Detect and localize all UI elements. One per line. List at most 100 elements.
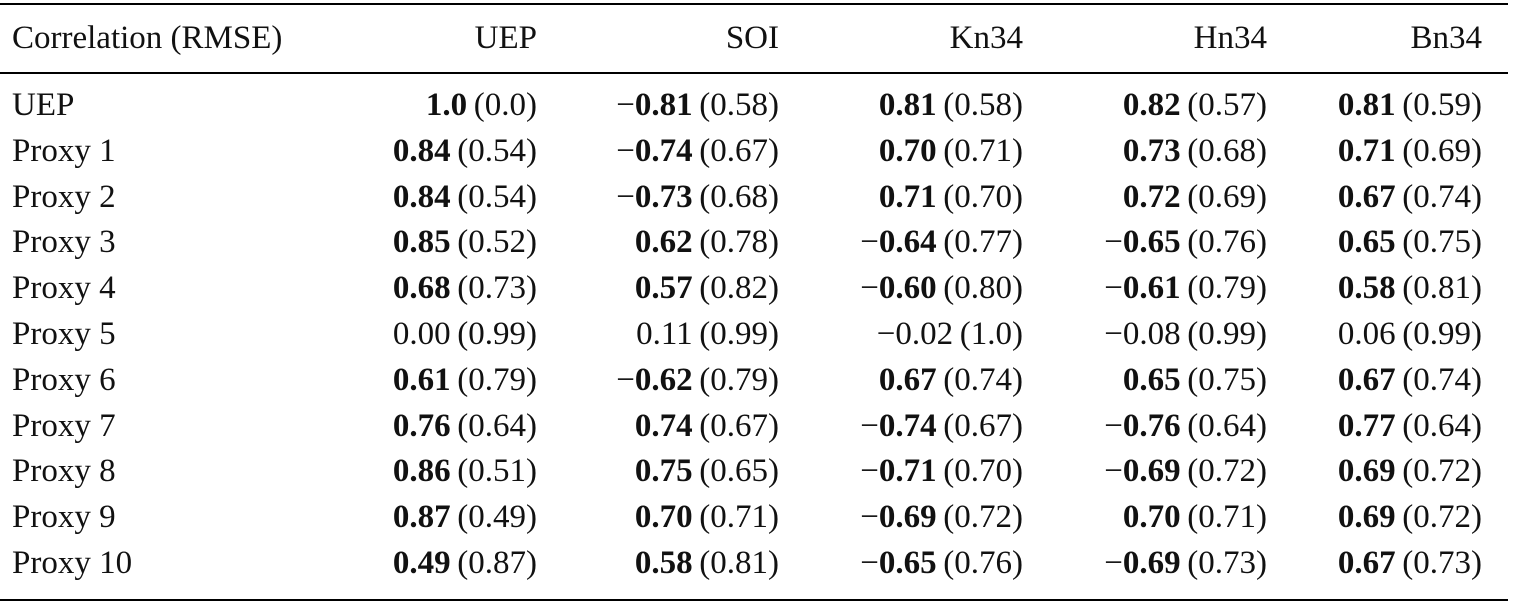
sign: − [876, 316, 896, 352]
correlation: 0.69 [1337, 499, 1396, 536]
table-cell: 0.87 (0.49) [297, 495, 537, 539]
correlation: 0.61 [392, 361, 451, 398]
correlation: 0.00 [392, 316, 451, 352]
table-cell: 0.75 (0.65) [539, 449, 779, 493]
table-cell: 0.71 (0.69) [1242, 129, 1482, 173]
column-header: Bn34 [1410, 20, 1482, 56]
sign: − [616, 87, 635, 123]
table-cell: 0.67 (0.74) [1242, 358, 1482, 402]
correlation: 0.65 [878, 545, 937, 581]
correlation: 0.82 [1122, 87, 1181, 123]
sign: − [860, 407, 879, 444]
table-cell: 0.81 (0.58) [783, 83, 1023, 127]
rmse: (0.70) [943, 453, 1023, 490]
table-cell: −0.69 (0.73) [1027, 541, 1267, 585]
rmse: (0.73) [1402, 545, 1482, 581]
table-cell: −0.65 (0.76) [783, 541, 1023, 585]
correlation: 0.49 [392, 545, 451, 581]
rmse: (0.99) [1187, 316, 1267, 352]
table-cell: 0.70 (0.71) [1027, 495, 1267, 539]
rmse: (0.79) [1187, 270, 1267, 307]
sign: − [1104, 545, 1123, 581]
rmse: (0.57) [1187, 87, 1267, 123]
rmse: (0.78) [699, 224, 779, 261]
correlation: 0.02 [895, 316, 954, 352]
bottom-rule [0, 599, 1508, 601]
table-cell: 0.72 (0.69) [1027, 175, 1267, 219]
rmse: (0.79) [699, 361, 779, 398]
table-cell: 0.67 (0.74) [783, 358, 1023, 402]
correlation: 0.85 [392, 224, 451, 261]
row-label: Proxy 10 [12, 545, 133, 581]
sign: − [860, 453, 879, 490]
row-label: Proxy 9 [12, 499, 116, 536]
rmse: (0.76) [1187, 224, 1267, 261]
table-cell: 0.86 (0.51) [297, 449, 537, 493]
correlation: 0.76 [1122, 407, 1181, 444]
correlation: 0.70 [634, 499, 693, 536]
correlation: 0.70 [1122, 499, 1181, 536]
correlation: 1.0 [425, 87, 468, 123]
table-cell: 0.82 (0.57) [1027, 83, 1267, 127]
table-cell: 0.67 (0.74) [1242, 175, 1482, 219]
rmse: (0.73) [1187, 545, 1267, 581]
sign: − [1104, 224, 1123, 261]
row-label: Proxy 6 [12, 361, 116, 398]
rmse: (0.79) [457, 361, 537, 398]
correlation: 0.67 [1337, 178, 1396, 215]
correlation: 0.67 [878, 361, 937, 398]
table-cell: 0.73 (0.68) [1027, 129, 1267, 173]
correlation: 0.69 [1337, 453, 1396, 490]
sign: − [860, 545, 879, 581]
table-cell: −0.60 (0.80) [783, 266, 1023, 310]
rmse: (0.52) [457, 224, 537, 261]
correlation: 0.87 [392, 499, 451, 536]
column-header: Kn34 [949, 20, 1023, 56]
rmse: (0.58) [943, 87, 1023, 123]
table-cell: 0.76 (0.64) [297, 404, 537, 448]
rmse: (0.49) [457, 499, 537, 536]
rmse: (0.68) [1187, 132, 1267, 169]
row-label: Proxy 5 [12, 316, 116, 352]
rmse: (0.71) [1187, 499, 1267, 536]
row-label: Proxy 8 [12, 453, 116, 490]
correlation: 0.71 [878, 178, 937, 215]
rmse: (0.81) [699, 545, 779, 581]
row-label: UEP [12, 87, 75, 123]
rmse: (0.99) [1402, 316, 1482, 352]
rmse: (0.82) [699, 270, 779, 307]
correlation: 0.86 [392, 453, 451, 490]
correlation: 0.70 [878, 132, 937, 169]
rmse: (0.51) [457, 453, 537, 490]
rmse: (0.75) [1187, 361, 1267, 398]
rmse: (0.65) [699, 453, 779, 490]
sign: − [860, 499, 879, 536]
correlation: 0.67 [1337, 361, 1396, 398]
table-cell: 0.70 (0.71) [783, 129, 1023, 173]
table-cell: −0.74 (0.67) [783, 404, 1023, 448]
rmse: (0.64) [1402, 407, 1482, 444]
rmse: (0.69) [1187, 178, 1267, 215]
row-label: Proxy 3 [12, 224, 116, 261]
correlation: 0.74 [878, 407, 937, 444]
rmse: (0.74) [943, 361, 1023, 398]
table-cell: 0.49 (0.87) [297, 541, 537, 585]
rmse: (0.74) [1402, 361, 1482, 398]
rmse: (0.54) [457, 132, 537, 169]
rmse: (0.64) [457, 407, 537, 444]
correlation: 0.81 [634, 87, 693, 123]
table-cell: 0.70 (0.71) [539, 495, 779, 539]
correlation: 0.62 [634, 224, 693, 261]
rmse: (0.64) [1187, 407, 1267, 444]
row-label: Proxy 7 [12, 407, 116, 444]
correlation: 0.69 [878, 499, 937, 536]
correlation: 0.60 [878, 270, 937, 307]
mid-rule [0, 72, 1508, 74]
correlation: 0.61 [1122, 270, 1181, 307]
sign: − [860, 224, 879, 261]
table-cell: 0.11 (0.99) [539, 312, 779, 356]
correlation: 0.58 [634, 545, 693, 581]
sign: − [616, 132, 635, 169]
rmse: (0.54) [457, 178, 537, 215]
correlation: 0.84 [392, 132, 451, 169]
